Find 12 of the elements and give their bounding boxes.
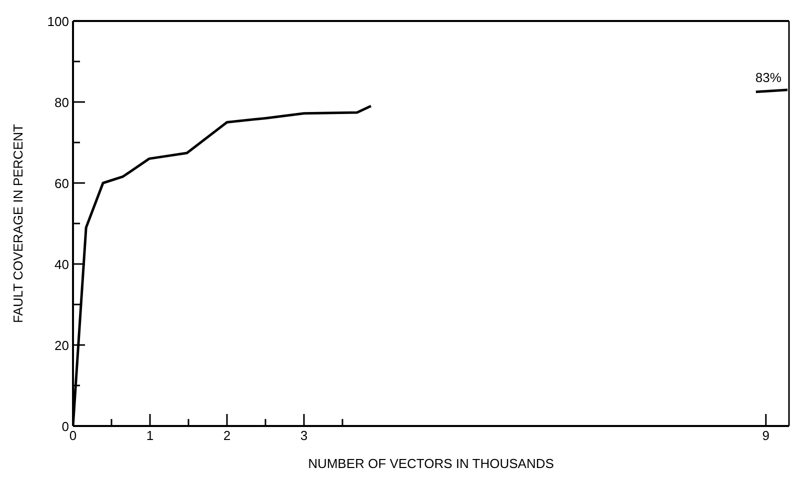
x-tick-label: 9 [762,428,770,443]
x-tick-label: 1 [146,428,154,443]
x-tick-label: 2 [223,428,231,443]
annotation: 83% [755,70,782,85]
y-tick-label: 100 [47,14,69,29]
x-axis-title: NUMBER OF VECTORS IN THOUSANDS [308,456,554,471]
y-tick-label: 40 [54,257,69,272]
y-tick-label: 80 [54,95,69,110]
y-tick-label: 20 [54,338,69,353]
y-axis-title: FAULT COVERAGE IN PERCENT [10,124,26,323]
y-tick-label: 60 [54,176,69,191]
x-tick-label: 3 [300,428,308,443]
